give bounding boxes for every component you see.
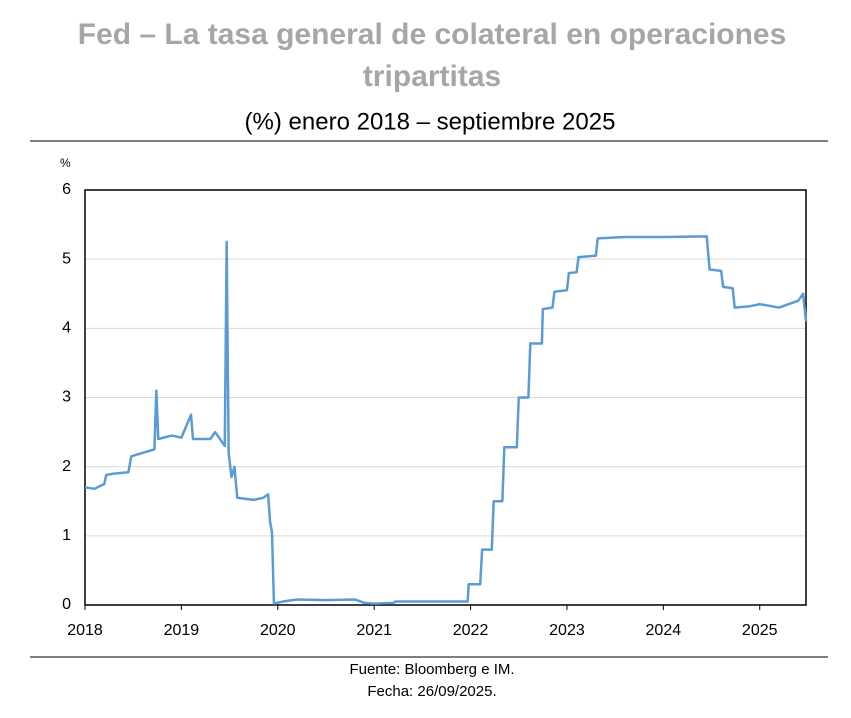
y-tick-label: 2 xyxy=(62,458,71,475)
chart-title: tripartitas xyxy=(363,60,501,93)
x-tick-label: 2020 xyxy=(260,622,296,639)
x-tick-label: 2018 xyxy=(67,622,103,639)
x-tick-label: 2023 xyxy=(549,622,585,639)
chart-subtitle: (%) enero 2018 – septiembre 2025 xyxy=(245,108,616,135)
x-tick-label: 2022 xyxy=(453,622,489,639)
y-tick-label: 4 xyxy=(62,320,71,337)
y-tick-label: 6 xyxy=(62,181,71,198)
date: Fecha: 26/09/2025. xyxy=(367,683,496,700)
x-tick-label: 2025 xyxy=(742,622,778,639)
x-tick-label: 2024 xyxy=(646,622,682,639)
chart-title: Fed – La tasa general de colateral en op… xyxy=(78,18,787,51)
x-tick-label: 2021 xyxy=(356,622,392,639)
x-tick-label: 2019 xyxy=(164,622,200,639)
y-tick-label: 1 xyxy=(62,527,71,544)
source: Fuente: Bloomberg e IM. xyxy=(349,661,514,678)
y-axis-label: % xyxy=(60,156,71,170)
line-series xyxy=(84,235,808,605)
y-tick-label: 0 xyxy=(62,596,71,613)
plot-frame xyxy=(84,189,807,606)
y-tick-label: 3 xyxy=(62,389,71,406)
y-tick-label: 5 xyxy=(62,250,71,267)
